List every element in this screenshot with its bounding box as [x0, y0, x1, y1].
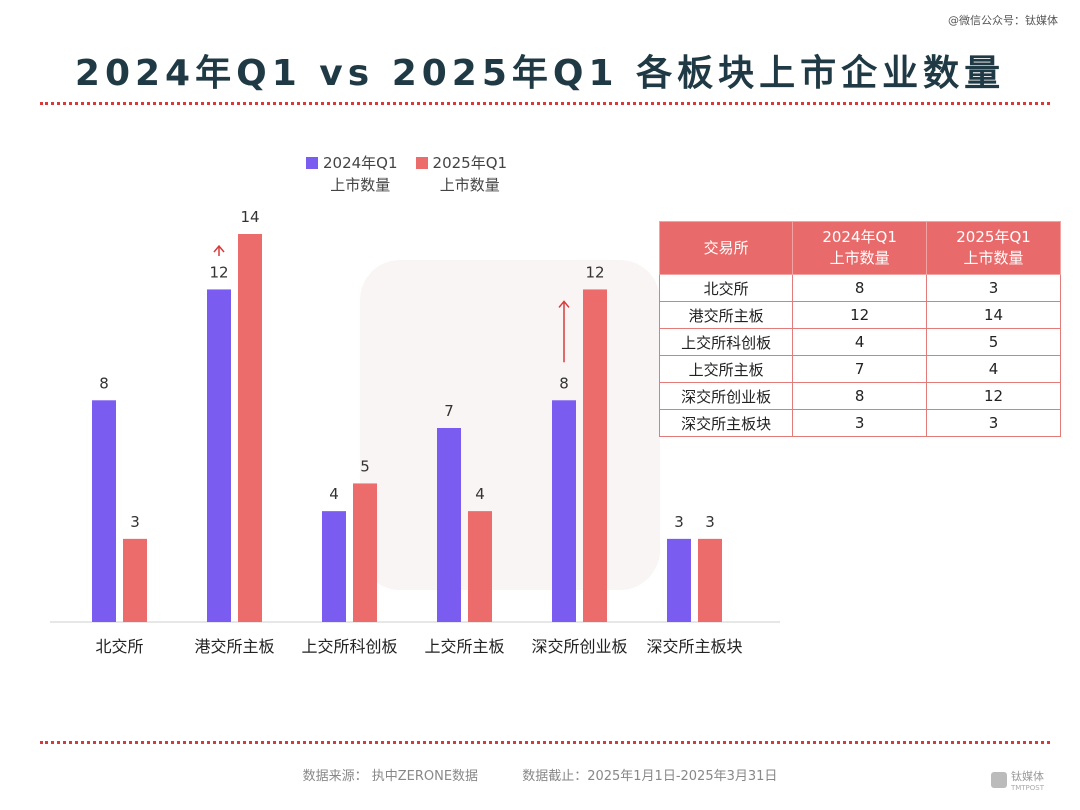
bar-2024 [207, 289, 231, 622]
brand-logo-subtext: TMTPOST [1010, 784, 1044, 792]
table-cell: 上交所主板 [658, 355, 794, 383]
table-cell: 7 [792, 355, 928, 383]
table-cell: 深交所创业板 [658, 382, 794, 410]
data-label: 3 [130, 513, 140, 531]
table-cell: 8 [792, 382, 928, 410]
bar-2024 [552, 400, 576, 622]
x-tick-label: 上交所科创板 [301, 637, 397, 656]
table-row: 北交所 8 3 [658, 274, 1061, 302]
table-cell: 8 [792, 274, 928, 302]
brand-logo-icon [990, 772, 1007, 788]
table-cell: 港交所主板 [658, 301, 794, 329]
footer-cutoff: 数据截止：2025年1月1日-2025年3月31日 [522, 769, 778, 784]
table-cell: 北交所 [658, 274, 794, 302]
table-header-row: 交易所 2024年Q1 上市数量 2025年Q1 上市数量 [658, 221, 1061, 275]
bar-2025 [583, 289, 607, 622]
table-cell: 3 [926, 409, 1061, 437]
data-label: 4 [475, 485, 485, 503]
bar-2025 [468, 511, 492, 622]
data-label: 7 [444, 402, 454, 420]
x-tick-label: 深交所创业板 [531, 637, 627, 656]
data-table: 交易所 2024年Q1 上市数量 2025年Q1 上市数量 北交所 8 3 港交… [658, 221, 1061, 437]
footer-divider [40, 741, 1050, 744]
table-row: 上交所科创板 4 5 [658, 328, 1061, 356]
brand-logo: 钛媒体 TMTPOST [990, 768, 1044, 792]
legend-swatch-2025 [415, 157, 428, 169]
x-tick-label: 北交所 [95, 637, 143, 656]
table-row: 深交所创业板 8 12 [658, 382, 1061, 410]
title-divider [40, 102, 1050, 105]
data-label: 8 [559, 374, 569, 392]
data-label: 12 [209, 263, 228, 281]
table-row: 深交所主板块 3 3 [658, 409, 1061, 437]
brand-logo-text: 钛媒体 [1010, 770, 1044, 783]
table-cell: 12 [926, 382, 1061, 410]
footer: 数据来源： 执中ZERONE数据 数据截止：2025年1月1日-2025年3月3… [0, 765, 1080, 784]
data-label: 14 [240, 208, 259, 226]
bar-2024 [667, 538, 691, 622]
data-label: 8 [99, 374, 109, 392]
data-label: 3 [705, 513, 715, 531]
table-header-2024: 2024年Q1 上市数量 [792, 221, 928, 275]
table-cell: 4 [926, 355, 1061, 383]
bar-2024 [322, 511, 346, 622]
table-cell: 3 [926, 274, 1061, 302]
legend-swatch-2024 [306, 157, 318, 169]
legend-item-2025: 2025年Q1 上市数量 [415, 152, 508, 196]
table-row: 港交所主板 12 14 [658, 301, 1061, 329]
table-cell: 上交所科创板 [658, 328, 794, 356]
legend-label-2024: 2024年Q1 上市数量 [323, 154, 398, 194]
data-label: 12 [585, 263, 604, 281]
bar-2024 [437, 428, 461, 622]
table-cell: 5 [926, 328, 1061, 356]
bar-2025 [123, 538, 147, 622]
table-header-2025: 2025年Q1 上市数量 [926, 221, 1061, 275]
table-cell: 深交所主板块 [658, 409, 794, 437]
x-tick-label: 深交所主板块 [646, 637, 742, 656]
data-label: 4 [329, 485, 339, 503]
table-cell: 12 [792, 301, 928, 329]
legend-label-2025: 2025年Q1 上市数量 [432, 154, 508, 194]
up-arrow-icon [213, 244, 225, 253]
chart-legend: 2024年Q1 上市数量 2025年Q1 上市数量 [306, 152, 507, 196]
data-label: 3 [674, 513, 684, 531]
table-cell: 4 [792, 328, 928, 356]
legend-item-2024: 2024年Q1 上市数量 [306, 152, 398, 196]
table-cell: 14 [926, 301, 1061, 329]
table-row: 上交所主板 7 4 [658, 355, 1061, 383]
x-tick-label: 港交所主板 [194, 637, 274, 656]
table-header-exchange: 交易所 [658, 221, 794, 275]
up-arrow-icon [558, 300, 570, 308]
footer-source: 数据来源： 执中ZERONE数据 [302, 769, 479, 784]
bar-2024 [92, 400, 116, 622]
watermark-text: @微信公众号：钛媒体 [948, 14, 1058, 27]
table-cell: 3 [792, 409, 928, 437]
chart-title: 2024年Q1 vs 2025年Q1 各板块上市企业数量 [74, 53, 1006, 94]
bar-2025 [698, 538, 722, 622]
bar-2025 [238, 234, 262, 622]
data-label: 5 [360, 457, 370, 475]
background-logo-watermark [360, 260, 660, 590]
x-tick-label: 上交所主板 [424, 637, 504, 656]
bar-2025 [353, 483, 377, 622]
